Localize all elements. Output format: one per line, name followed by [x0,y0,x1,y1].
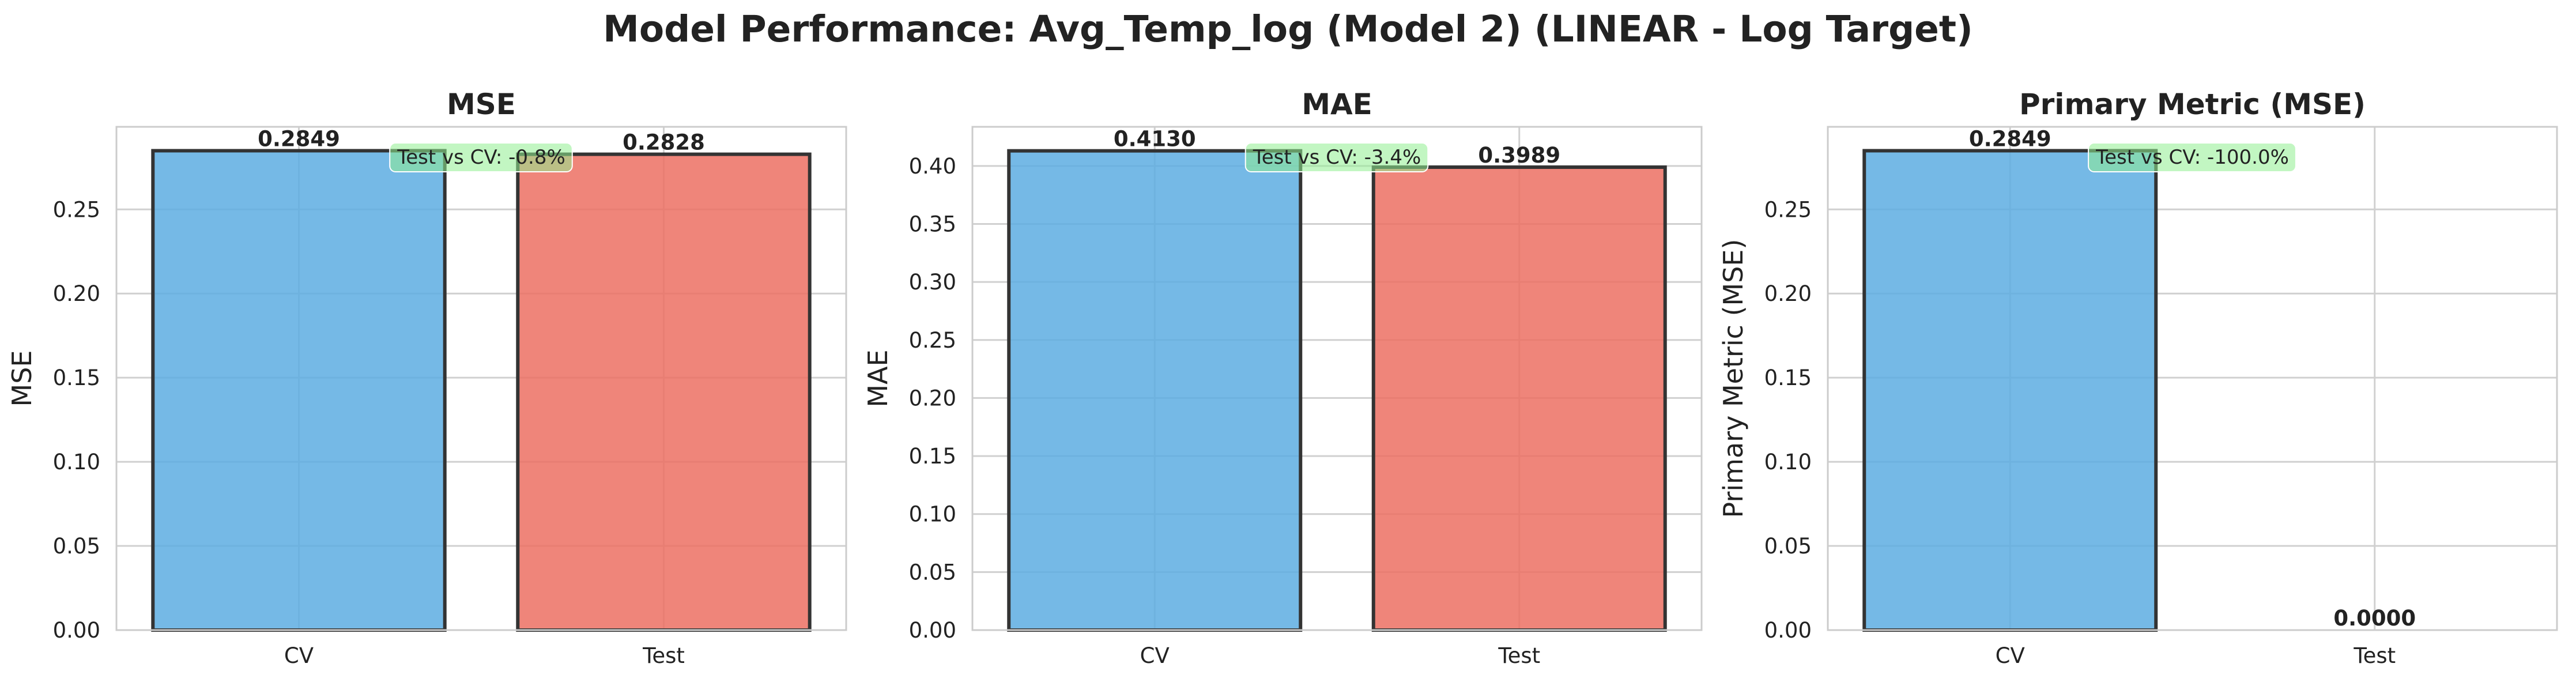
bar-cv [1862,149,2158,632]
y-tick-label: 0.20 [1764,281,1812,306]
annotation-text: Test vs CV: -0.8% [397,146,565,169]
subplot-title: MAE [1302,88,1372,121]
annotation-text: Test vs CV: -100.0% [2095,146,2289,169]
x-tick-label: CV [1996,643,2025,668]
y-tick-label: 0.00 [1764,618,1812,643]
y-axis-label: Primary Metric (MSE) [1718,239,1749,518]
y-tick-label: 0.20 [53,281,100,306]
figure-title: Model Performance: Avg_Temp_log (Model 2… [603,8,1973,50]
x-tick-label: Test [2353,643,2396,668]
plot-frame [1827,126,2558,631]
subplot-title: Primary Metric (MSE) [2019,88,2366,121]
y-tick-label: 0.25 [909,328,956,353]
plot-frame [115,126,847,631]
y-tick-label: 0.15 [909,444,956,469]
bar-cv [151,149,447,632]
y-tick-label: 0.10 [909,502,956,527]
data-label: 0.2828 [623,130,705,155]
x-tick-label: Test [642,643,685,668]
chart-panel-1: 0.00 0.05 0.10 0.15 0.20 0.25 0.2849 CV 0.2828 Te… [6,88,847,668]
chart-panel-2: 0.00 0.05 0.10 0.15 0.20 0.25 0.30 0.35 0.40 0.41… [862,88,1703,668]
annotation-box: Test vs CV: -3.4% [1244,142,1429,172]
data-label: 0.2849 [258,126,340,151]
bar-cv [1007,149,1303,632]
y-tick-label: 0.05 [909,560,956,585]
subplot-title: MSE [447,88,516,121]
y-tick-label: 0.05 [53,534,100,559]
annotation-bg [1244,142,1429,172]
data-label: 0.3989 [1478,143,1560,168]
data-label: 0.2849 [1969,126,2051,151]
data-label: 0.4130 [1114,127,1196,152]
annotation-text: Test vs CV: -3.4% [1253,146,1421,169]
y-tick-label: 0.10 [53,450,100,474]
y-axis-label: MSE [6,350,37,407]
y-axis-label: MAE [862,349,893,407]
y-tick-label: 0.00 [909,618,956,643]
chart-panel-3: 0.00 0.05 0.10 0.15 0.20 0.25 0.2849 CV 0.0000 Te… [1718,88,2558,668]
x-tick-label: CV [284,643,314,668]
y-tick-label: 0.00 [53,618,100,643]
y-tick-label: 0.40 [909,154,956,179]
y-tick-label: 0.35 [909,212,956,236]
x-tick-label: Test [1498,643,1540,668]
y-tick-label: 0.30 [909,270,956,295]
annotation-box: Test vs CV: -0.8% [389,142,573,172]
bar-test [516,152,812,632]
bar-test [1371,165,1667,632]
annotation-bg [389,142,573,172]
y-tick-label: 0.25 [1764,197,1812,222]
y-tick-label: 0.10 [1764,450,1812,474]
data-label: 0.0000 [2333,606,2416,631]
annotation-bg [2088,142,2296,172]
y-tick-label: 0.25 [53,197,100,222]
y-tick-label: 0.05 [1764,534,1812,559]
annotation-box: Test vs CV: -100.0% [2088,142,2296,172]
y-tick-label: 0.15 [53,365,100,390]
x-tick-label: CV [1140,643,1170,668]
y-tick-label: 0.15 [1764,365,1812,390]
y-tick-label: 0.20 [909,386,956,410]
plot-frame [971,126,1703,631]
